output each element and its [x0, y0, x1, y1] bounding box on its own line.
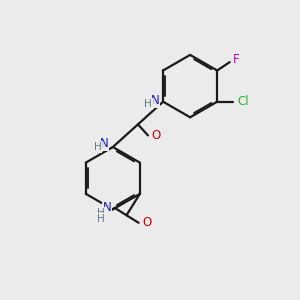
Text: H: H — [94, 142, 101, 152]
Text: N: N — [150, 94, 159, 107]
Text: Cl: Cl — [237, 95, 249, 108]
Text: N: N — [103, 201, 111, 214]
Text: N: N — [100, 137, 108, 150]
Text: H: H — [97, 214, 105, 224]
Text: H: H — [144, 99, 152, 109]
Text: H: H — [97, 208, 105, 218]
Text: O: O — [142, 216, 152, 229]
Text: O: O — [152, 129, 161, 142]
Text: F: F — [233, 53, 239, 66]
